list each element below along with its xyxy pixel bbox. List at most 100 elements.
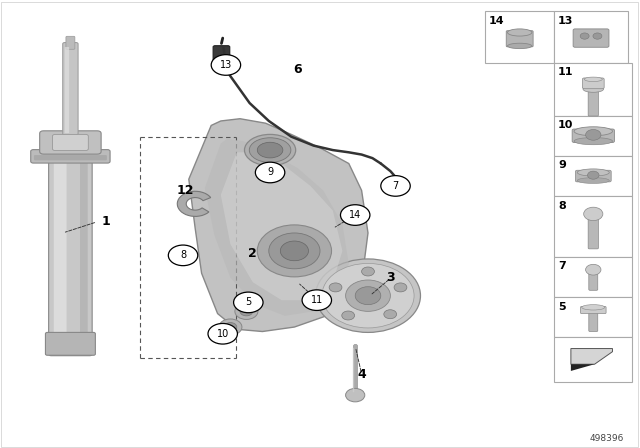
Text: 2: 2	[248, 246, 257, 260]
Text: 8: 8	[558, 201, 566, 211]
FancyBboxPatch shape	[80, 161, 88, 350]
Ellipse shape	[582, 305, 605, 310]
Text: 7: 7	[558, 261, 566, 271]
Ellipse shape	[574, 138, 612, 145]
FancyBboxPatch shape	[45, 332, 95, 355]
Text: 14: 14	[349, 210, 362, 220]
Text: 12: 12	[177, 184, 195, 197]
Circle shape	[362, 267, 374, 276]
FancyBboxPatch shape	[554, 63, 632, 116]
Text: 5: 5	[245, 297, 252, 307]
FancyBboxPatch shape	[575, 170, 611, 182]
Circle shape	[269, 233, 320, 269]
FancyBboxPatch shape	[34, 155, 107, 160]
Circle shape	[168, 245, 198, 266]
Polygon shape	[189, 119, 368, 332]
Circle shape	[346, 388, 365, 402]
Circle shape	[280, 241, 308, 261]
FancyBboxPatch shape	[52, 134, 88, 151]
Text: 10: 10	[558, 120, 573, 130]
FancyBboxPatch shape	[506, 30, 533, 47]
Circle shape	[322, 263, 414, 328]
Circle shape	[329, 283, 342, 292]
Circle shape	[390, 177, 406, 188]
FancyBboxPatch shape	[31, 150, 110, 163]
FancyBboxPatch shape	[589, 310, 598, 332]
Circle shape	[584, 207, 603, 220]
Ellipse shape	[249, 138, 291, 162]
Polygon shape	[221, 152, 342, 300]
Wedge shape	[177, 191, 211, 216]
Circle shape	[586, 264, 601, 275]
FancyBboxPatch shape	[49, 155, 92, 356]
Text: 13: 13	[220, 60, 232, 70]
Ellipse shape	[577, 178, 609, 184]
Ellipse shape	[508, 29, 532, 36]
Ellipse shape	[244, 134, 296, 166]
Text: 7: 7	[392, 181, 399, 191]
Polygon shape	[205, 139, 349, 316]
FancyBboxPatch shape	[588, 215, 598, 249]
Text: 1: 1	[101, 215, 110, 228]
Text: 5: 5	[558, 302, 566, 311]
Polygon shape	[571, 364, 595, 371]
Text: 14: 14	[489, 16, 504, 26]
FancyBboxPatch shape	[554, 337, 632, 382]
Ellipse shape	[257, 142, 283, 158]
FancyBboxPatch shape	[582, 78, 604, 89]
FancyBboxPatch shape	[580, 306, 606, 314]
Circle shape	[211, 55, 241, 75]
Circle shape	[235, 303, 258, 319]
FancyBboxPatch shape	[63, 43, 78, 135]
Circle shape	[588, 171, 599, 179]
Text: 498396: 498396	[589, 434, 624, 443]
Circle shape	[342, 311, 355, 320]
Circle shape	[394, 283, 407, 292]
Polygon shape	[571, 349, 612, 364]
FancyBboxPatch shape	[554, 257, 632, 297]
Text: 4: 4	[357, 367, 366, 381]
Circle shape	[593, 33, 602, 39]
Circle shape	[208, 323, 237, 344]
FancyBboxPatch shape	[589, 271, 598, 290]
FancyBboxPatch shape	[54, 160, 67, 350]
Circle shape	[316, 259, 420, 332]
FancyBboxPatch shape	[40, 131, 101, 154]
Text: 11: 11	[310, 295, 323, 305]
FancyBboxPatch shape	[66, 36, 75, 49]
Circle shape	[355, 287, 381, 305]
FancyBboxPatch shape	[213, 46, 230, 69]
Circle shape	[346, 280, 390, 311]
Text: 9: 9	[558, 160, 566, 170]
FancyBboxPatch shape	[554, 11, 628, 63]
FancyBboxPatch shape	[65, 47, 69, 133]
Text: 6: 6	[293, 63, 302, 76]
Text: 11: 11	[558, 67, 573, 77]
FancyBboxPatch shape	[554, 116, 632, 156]
FancyBboxPatch shape	[573, 29, 609, 47]
Ellipse shape	[508, 43, 532, 49]
FancyBboxPatch shape	[588, 88, 598, 116]
Text: 13: 13	[558, 16, 573, 26]
Text: 3: 3	[386, 271, 395, 284]
Circle shape	[580, 33, 589, 39]
Text: 8: 8	[180, 250, 186, 260]
Ellipse shape	[574, 127, 612, 136]
Circle shape	[224, 323, 237, 332]
Circle shape	[302, 290, 332, 310]
FancyBboxPatch shape	[572, 129, 614, 142]
Ellipse shape	[584, 77, 602, 82]
Circle shape	[340, 205, 370, 225]
Text: 10: 10	[216, 329, 229, 339]
FancyBboxPatch shape	[554, 196, 632, 257]
Text: 9: 9	[267, 168, 273, 177]
Circle shape	[219, 319, 242, 335]
Circle shape	[257, 225, 332, 277]
Ellipse shape	[583, 86, 604, 92]
Circle shape	[384, 310, 397, 319]
Ellipse shape	[577, 169, 609, 176]
FancyBboxPatch shape	[485, 11, 554, 63]
FancyBboxPatch shape	[554, 156, 632, 196]
Circle shape	[586, 129, 601, 140]
Circle shape	[234, 292, 263, 313]
